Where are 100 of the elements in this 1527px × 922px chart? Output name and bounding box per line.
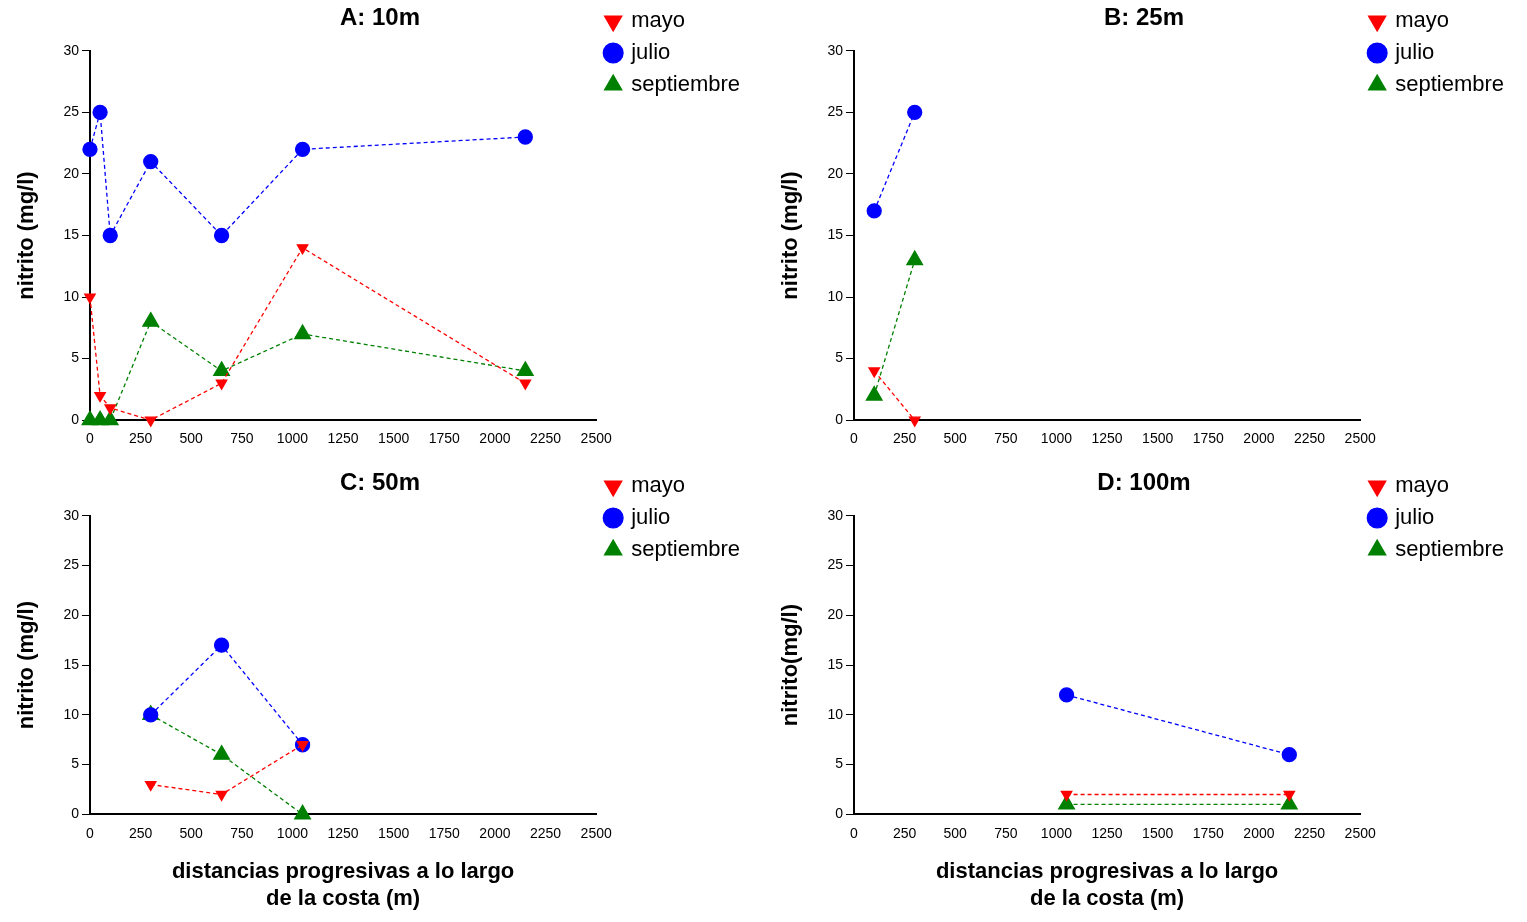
y-tick-label: 0 bbox=[71, 411, 80, 428]
chart-title: A: 10m bbox=[339, 3, 421, 31]
y-tick-label: 30 bbox=[63, 41, 80, 58]
y-tick-label: 30 bbox=[827, 41, 844, 58]
y-tick-label: 15 bbox=[63, 226, 80, 243]
x-tick-label: 1750 bbox=[428, 430, 461, 447]
legend-label: mayo bbox=[1395, 7, 1449, 33]
y-tick-label: 10 bbox=[827, 705, 844, 722]
x-tick-label: 2500 bbox=[1344, 430, 1376, 447]
x-tick-label: 1750 bbox=[1192, 824, 1225, 841]
point bbox=[516, 361, 534, 377]
x-tick-label: 500 bbox=[179, 430, 204, 447]
legend-label: septiembre bbox=[631, 71, 741, 97]
x-tick-label: 250 bbox=[128, 430, 153, 447]
x-tick-label: 2500 bbox=[580, 430, 612, 447]
x-tick-label: 500 bbox=[179, 824, 204, 841]
chart-title: D: 100m bbox=[1097, 468, 1191, 496]
x-tick-label: 0 bbox=[850, 430, 859, 447]
legend-label: mayo bbox=[631, 7, 685, 33]
x-tick-label: 2000 bbox=[1243, 824, 1275, 841]
point bbox=[215, 790, 228, 802]
point bbox=[1281, 747, 1297, 763]
x-tick-label: 500 bbox=[943, 430, 968, 447]
point bbox=[294, 141, 311, 157]
y-tick-label: 5 bbox=[71, 349, 80, 366]
y-tick-label: 0 bbox=[835, 411, 844, 428]
x-tick-label: 2250 bbox=[1293, 430, 1326, 447]
x-tick-label: 1000 bbox=[1040, 824, 1073, 841]
x-tick-label: 1500 bbox=[1142, 430, 1174, 447]
x-tick-label: 1250 bbox=[1091, 430, 1123, 447]
y-tick-label: 10 bbox=[63, 705, 80, 722]
x-tick-label: 1500 bbox=[378, 430, 410, 447]
y-tick-label: 30 bbox=[63, 506, 80, 523]
x-tick-label: 2500 bbox=[580, 824, 612, 841]
y-tick-label: 20 bbox=[63, 164, 80, 181]
y-tick-label: 15 bbox=[63, 655, 80, 672]
y-tick-label: 5 bbox=[835, 349, 844, 366]
x-tick-label: 2000 bbox=[479, 430, 511, 447]
x-axis-title: distancias progresivas a lo largo de la costa (m) bbox=[171, 858, 515, 910]
x-tick-label: 1250 bbox=[1091, 824, 1123, 841]
x-tick-label: 750 bbox=[230, 430, 254, 447]
point bbox=[866, 203, 882, 219]
y-tick-label: 25 bbox=[827, 556, 844, 573]
point bbox=[92, 104, 108, 121]
legend-label: julio bbox=[1394, 504, 1435, 530]
point bbox=[142, 312, 160, 327]
x-tick-label: 250 bbox=[892, 430, 917, 447]
x-tick-label: 0 bbox=[850, 824, 859, 841]
point bbox=[101, 410, 119, 426]
y-tick-label: 0 bbox=[71, 805, 80, 822]
point bbox=[144, 780, 157, 792]
y-tick-label: 5 bbox=[835, 755, 844, 772]
x-tick-label: 0 bbox=[86, 430, 95, 447]
y-axis-title: nitrito (mg/l) bbox=[13, 600, 39, 730]
x-tick-label: 1250 bbox=[327, 430, 359, 447]
x-tick-label: 500 bbox=[943, 824, 968, 841]
y-tick-label: 0 bbox=[835, 805, 844, 822]
point bbox=[213, 637, 230, 653]
point bbox=[213, 361, 231, 377]
point bbox=[213, 227, 230, 244]
x-tick-label: 250 bbox=[892, 824, 917, 841]
y-axis-title: nitrito(mg/l) bbox=[777, 604, 803, 727]
legend-label: mayo bbox=[631, 472, 685, 498]
y-tick-label: 20 bbox=[827, 164, 844, 181]
y-tick-label: 25 bbox=[63, 103, 80, 120]
point bbox=[517, 129, 533, 145]
y-tick-label: 25 bbox=[63, 556, 80, 573]
legend-label: septiembre bbox=[1395, 536, 1505, 562]
y-tick-label: 30 bbox=[827, 506, 844, 523]
y-tick-label: 20 bbox=[827, 606, 844, 623]
x-tick-label: 1500 bbox=[378, 824, 410, 841]
x-tick-label: 0 bbox=[86, 824, 95, 841]
y-tick-label: 10 bbox=[827, 287, 844, 304]
point bbox=[1058, 687, 1075, 703]
y-tick-label: 5 bbox=[71, 755, 80, 772]
x-tick-label: 1750 bbox=[428, 824, 461, 841]
point bbox=[294, 324, 312, 340]
y-tick-label: 15 bbox=[827, 655, 844, 672]
point bbox=[102, 227, 118, 244]
x-tick-label: 2000 bbox=[479, 824, 511, 841]
x-tick-label: 750 bbox=[230, 824, 254, 841]
x-axis-title: distancias progresivas a lo largo de la costa (m) bbox=[935, 858, 1279, 910]
x-tick-label: 2250 bbox=[529, 430, 562, 447]
y-tick-label: 10 bbox=[63, 287, 80, 304]
x-tick-label: 1000 bbox=[276, 430, 309, 447]
legend-label: septiembre bbox=[631, 536, 741, 562]
y-axis-title: nitrito (mg/l) bbox=[13, 171, 39, 300]
point bbox=[143, 153, 159, 170]
point bbox=[907, 104, 923, 121]
x-tick-label: 750 bbox=[994, 824, 1018, 841]
chart-title: C: 50m bbox=[339, 468, 421, 496]
y-tick-label: 25 bbox=[827, 103, 844, 120]
point bbox=[82, 141, 98, 157]
x-tick-label: 250 bbox=[128, 824, 153, 841]
y-axis-title: nitrito (mg/l) bbox=[777, 171, 803, 300]
y-tick-label: 15 bbox=[827, 226, 844, 243]
point bbox=[296, 741, 309, 752]
legend-label: julio bbox=[630, 504, 671, 530]
x-tick-label: 2250 bbox=[1293, 824, 1326, 841]
x-tick-label: 1750 bbox=[1192, 430, 1225, 447]
